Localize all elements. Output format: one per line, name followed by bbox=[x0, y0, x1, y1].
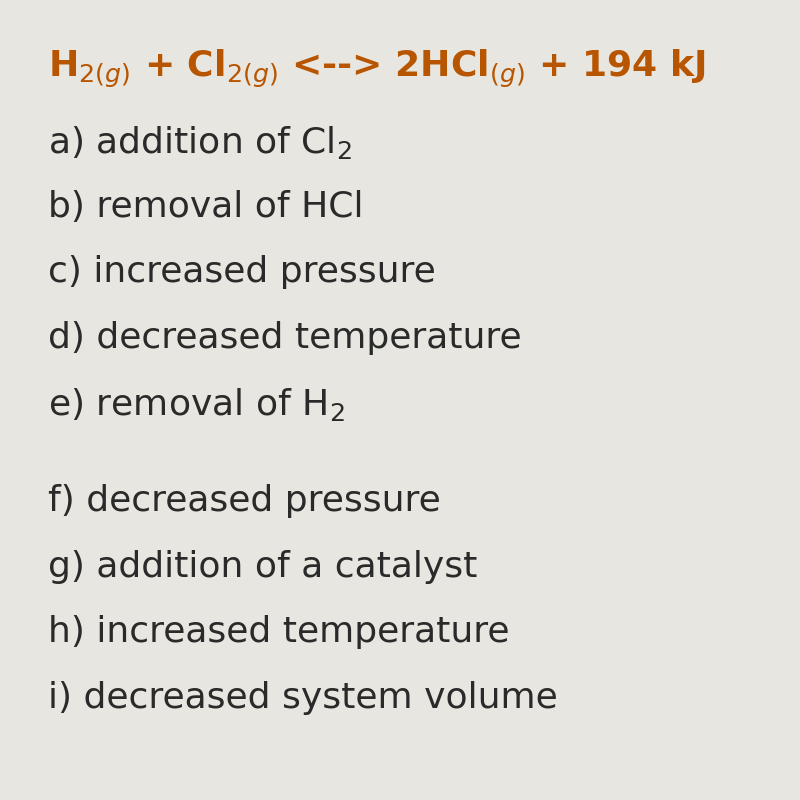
Text: g) addition of a catalyst: g) addition of a catalyst bbox=[48, 550, 478, 584]
Text: d) decreased temperature: d) decreased temperature bbox=[48, 321, 522, 355]
Text: H$_{2(g)}$ + Cl$_{2(g)}$ <--> 2HCl$_{(g)}$ + 194 kJ: H$_{2(g)}$ + Cl$_{2(g)}$ <--> 2HCl$_{(g)… bbox=[48, 48, 706, 90]
Text: i) decreased system volume: i) decreased system volume bbox=[48, 681, 558, 715]
Text: f) decreased pressure: f) decreased pressure bbox=[48, 484, 441, 518]
Text: a) addition of Cl$_2$: a) addition of Cl$_2$ bbox=[48, 124, 352, 161]
Text: h) increased temperature: h) increased temperature bbox=[48, 615, 510, 650]
Text: c) increased pressure: c) increased pressure bbox=[48, 255, 436, 290]
Text: b) removal of HCl: b) removal of HCl bbox=[48, 190, 363, 223]
Text: e) removal of H$_2$: e) removal of H$_2$ bbox=[48, 386, 345, 423]
